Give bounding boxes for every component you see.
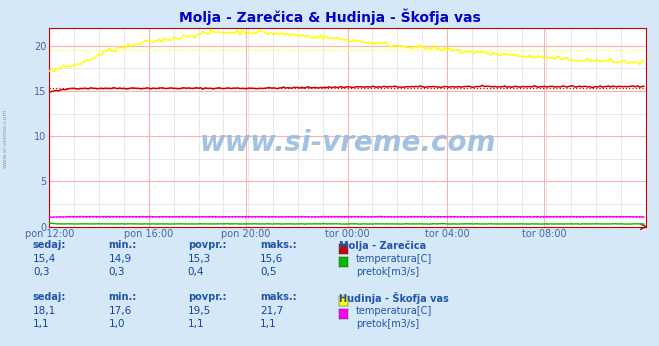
Text: 0,4: 0,4	[188, 267, 204, 277]
Text: Molja - Zarečica & Hudinja - Škofja vas: Molja - Zarečica & Hudinja - Škofja vas	[179, 9, 480, 25]
Text: temperatura[C]: temperatura[C]	[356, 306, 432, 316]
Text: 15,3: 15,3	[188, 254, 211, 264]
Text: povpr.:: povpr.:	[188, 240, 226, 251]
Text: maks.:: maks.:	[260, 240, 297, 251]
Text: Hudinja - Škofja vas: Hudinja - Škofja vas	[339, 292, 449, 304]
Text: 21,7: 21,7	[260, 306, 283, 316]
Text: 1,1: 1,1	[260, 319, 277, 329]
Text: povpr.:: povpr.:	[188, 292, 226, 302]
Text: pretok[m3/s]: pretok[m3/s]	[356, 319, 419, 329]
Text: 0,3: 0,3	[33, 267, 49, 277]
Text: 14,9: 14,9	[109, 254, 132, 264]
Text: 1,0: 1,0	[109, 319, 125, 329]
Text: temperatura[C]: temperatura[C]	[356, 254, 432, 264]
Text: 18,1: 18,1	[33, 306, 56, 316]
Text: min.:: min.:	[109, 292, 137, 302]
Text: min.:: min.:	[109, 240, 137, 251]
Text: maks.:: maks.:	[260, 292, 297, 302]
Text: 17,6: 17,6	[109, 306, 132, 316]
Text: www.si-vreme.com: www.si-vreme.com	[3, 109, 8, 168]
Text: 19,5: 19,5	[188, 306, 211, 316]
Text: 0,3: 0,3	[109, 267, 125, 277]
Text: sedaj:: sedaj:	[33, 292, 67, 302]
Text: Molja - Zarečica: Molja - Zarečica	[339, 240, 426, 251]
Text: pretok[m3/s]: pretok[m3/s]	[356, 267, 419, 277]
Text: 0,5: 0,5	[260, 267, 277, 277]
Text: 15,6: 15,6	[260, 254, 283, 264]
Text: 1,1: 1,1	[33, 319, 49, 329]
Text: www.si-vreme.com: www.si-vreme.com	[200, 129, 496, 157]
Text: 1,1: 1,1	[188, 319, 204, 329]
Text: 15,4: 15,4	[33, 254, 56, 264]
Text: sedaj:: sedaj:	[33, 240, 67, 251]
